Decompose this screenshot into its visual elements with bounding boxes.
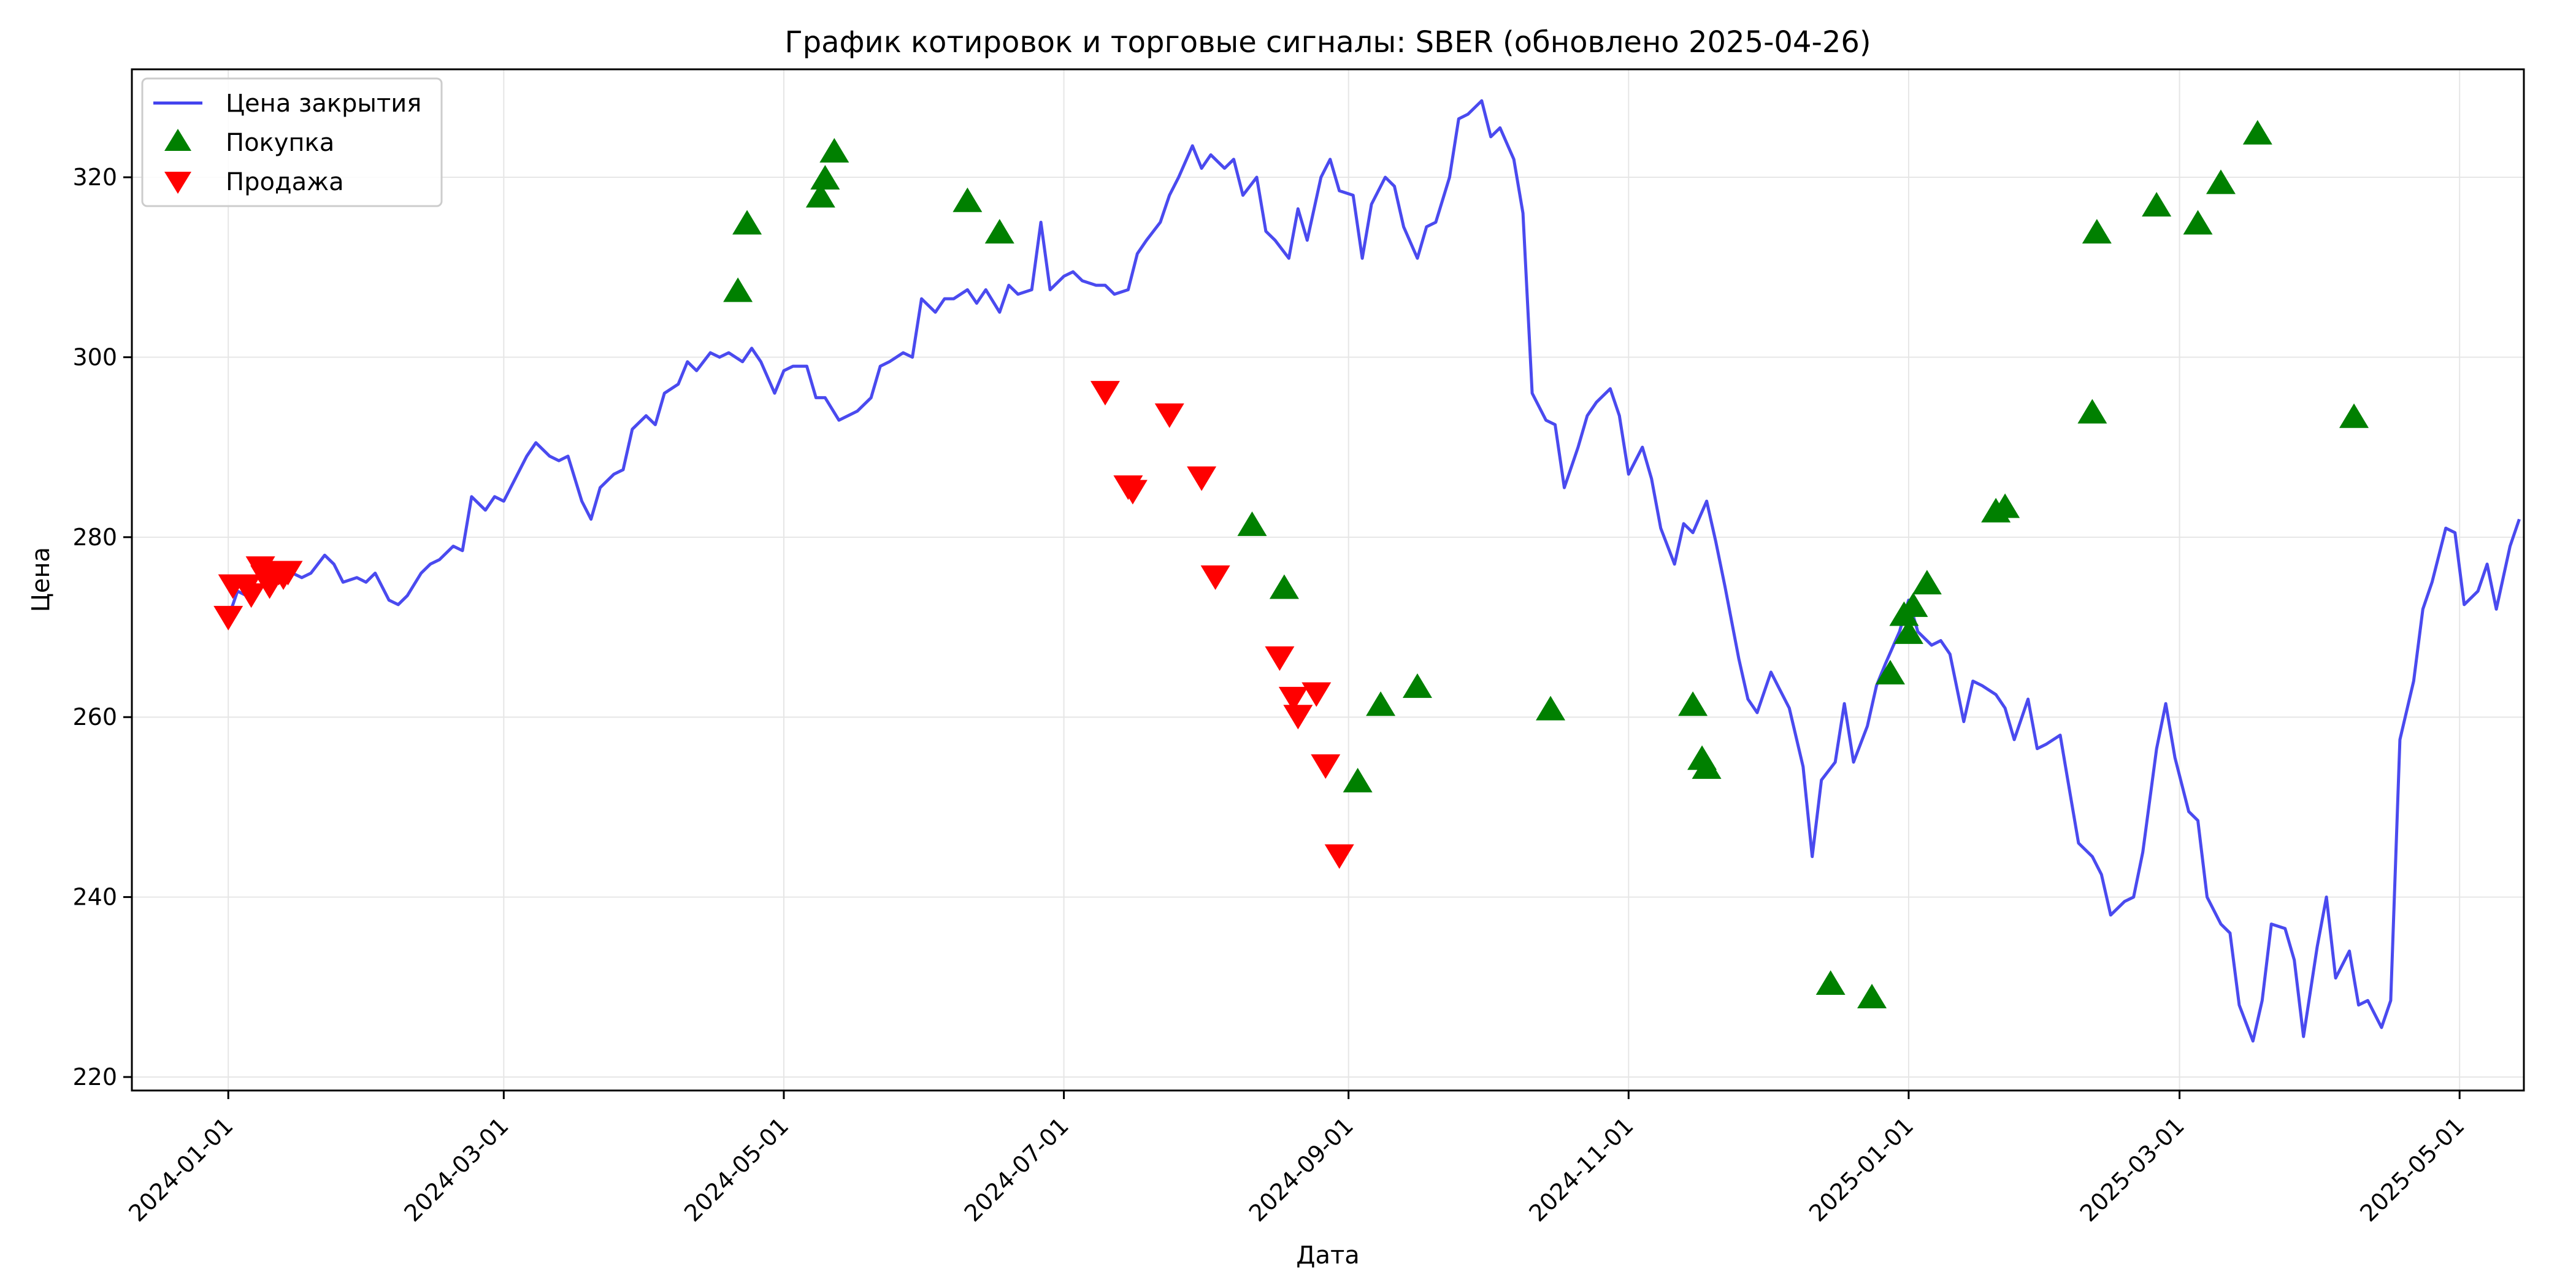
buy-signal-marker bbox=[1366, 691, 1396, 716]
buy-signal-marker bbox=[1898, 592, 1928, 617]
y-tick-label: 280 bbox=[72, 524, 117, 551]
buy-signal-marker bbox=[1912, 570, 1942, 595]
y-axis: 220 240 260 280 300 320 bbox=[72, 164, 132, 1091]
buy-signal-marker bbox=[1536, 696, 1566, 721]
sell-signal-marker bbox=[1278, 686, 1308, 711]
buy-signal-marker bbox=[819, 138, 849, 163]
buy-signal-marker bbox=[1990, 493, 2020, 518]
buy-signal-marker bbox=[1692, 754, 1722, 779]
buy-signal-marker bbox=[1857, 983, 1887, 1008]
sell-signal-marker bbox=[1154, 403, 1184, 428]
legend-sell-triangle-icon bbox=[164, 172, 191, 194]
buy-signal-marker bbox=[2339, 403, 2369, 428]
buy-signal-marker bbox=[2142, 192, 2172, 217]
buy-signal-marker bbox=[1343, 767, 1373, 792]
sell-signal-marker bbox=[1301, 682, 1332, 707]
y-tick-label: 240 bbox=[72, 884, 117, 911]
y-axis-title: Цена bbox=[27, 547, 55, 612]
sell-signal-marker bbox=[273, 561, 303, 586]
buy-signal-marker bbox=[1815, 970, 1846, 995]
buy-signal-marker bbox=[1237, 511, 1267, 536]
sell-signal-marker bbox=[1265, 646, 1295, 671]
plot-frame bbox=[131, 68, 2525, 1092]
buy-signal-marker bbox=[1893, 619, 1923, 644]
sell-signal-marker bbox=[1324, 844, 1354, 869]
sell-signal-marker bbox=[213, 605, 243, 631]
grid bbox=[132, 69, 2524, 1091]
buy-signal-marker bbox=[1678, 691, 1708, 716]
buy-signal-marker bbox=[805, 183, 835, 208]
price-series-line bbox=[226, 99, 2521, 1043]
legend: Цена закрытия Покупка Продажа bbox=[141, 77, 443, 207]
sell-signal-marker bbox=[1283, 705, 1313, 730]
y-tick-label: 220 bbox=[72, 1064, 117, 1091]
buy-signal-marker bbox=[1402, 673, 1432, 698]
sell-signal-marker bbox=[1117, 480, 1148, 505]
sell-signal-marker bbox=[1187, 466, 1217, 491]
plot-area bbox=[226, 99, 2521, 1043]
buy-signal-marker bbox=[953, 187, 983, 212]
chart-title: График котировок и торговые сигналы: SBE… bbox=[784, 25, 1871, 59]
y-tick-label: 320 bbox=[72, 164, 117, 191]
buy-signal-marker bbox=[1269, 574, 1299, 599]
legend-label-close: Цена закрытия bbox=[226, 90, 421, 118]
sell-signal-marker bbox=[1090, 381, 1120, 406]
y-tick-label: 300 bbox=[72, 343, 117, 370]
legend-label-buy: Покупка bbox=[226, 129, 334, 157]
legend-buy-triangle-icon bbox=[164, 129, 191, 151]
buy-signal-marker bbox=[810, 165, 840, 190]
signal-markers bbox=[213, 120, 2369, 1008]
legend-box bbox=[141, 77, 443, 207]
legend-label-sell: Продажа bbox=[226, 168, 344, 196]
buy-signal-marker bbox=[2082, 219, 2112, 244]
y-tick-label: 260 bbox=[72, 703, 117, 730]
buy-signal-marker bbox=[732, 210, 762, 235]
buy-signal-marker bbox=[2077, 399, 2107, 424]
buy-signal-marker bbox=[1875, 659, 1905, 684]
buy-signal-marker bbox=[723, 277, 753, 302]
buy-signal-marker bbox=[2183, 210, 2213, 235]
sell-signal-marker bbox=[1200, 565, 1230, 590]
buy-signal-marker bbox=[2206, 169, 2236, 194]
buy-signal-marker bbox=[984, 219, 1014, 244]
sell-signal-marker bbox=[236, 583, 266, 608]
x-axis-title: Дата bbox=[1296, 1241, 1360, 1270]
sell-signal-marker bbox=[1311, 754, 1341, 779]
buy-signal-marker bbox=[2242, 120, 2272, 145]
